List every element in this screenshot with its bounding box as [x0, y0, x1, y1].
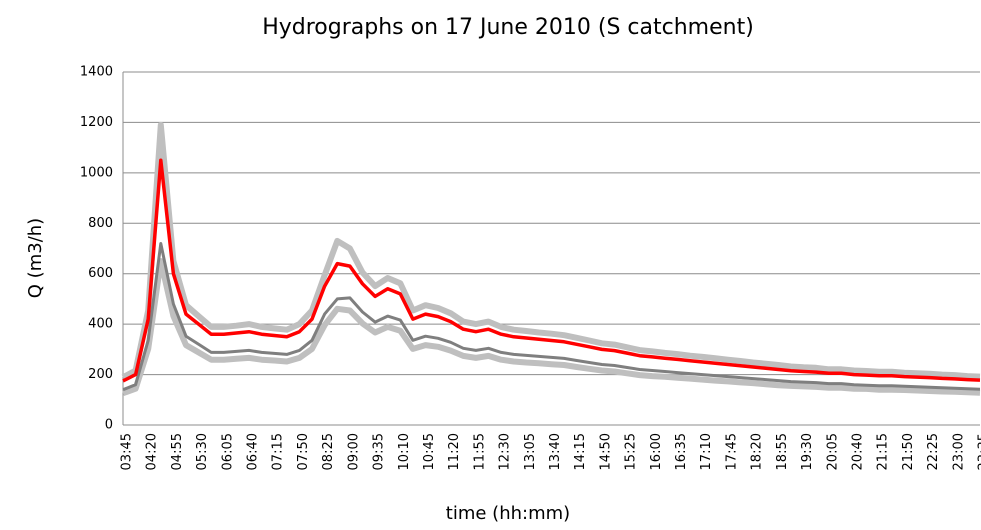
- y-axis-label: Q (m3/h): [25, 218, 46, 298]
- series-line: [122, 158, 981, 383]
- x-tick-label: 18:55: [775, 433, 790, 470]
- x-tick-label: 12:30: [498, 433, 513, 470]
- x-tick-label: 10:45: [422, 433, 437, 470]
- x-tick-label: 10:10: [397, 433, 412, 470]
- x-tick-label: 18:20: [750, 433, 765, 470]
- series-line: [121, 258, 981, 397]
- x-tick-label: 07:50: [296, 433, 311, 470]
- series-line: [121, 121, 981, 380]
- y-tick-label: 400: [88, 317, 113, 332]
- x-tick-label: 08:25: [321, 433, 336, 470]
- x-tick-label: 22:25: [926, 433, 941, 470]
- x-tick-label: 23:00: [951, 433, 966, 470]
- y-tick-label: 200: [88, 367, 113, 382]
- x-tick-label: 11:20: [447, 433, 462, 470]
- series-line: [122, 242, 981, 392]
- x-tick-label: 05:30: [195, 433, 210, 470]
- x-tick-label: 21:15: [876, 433, 891, 470]
- x-tick-label: 14:50: [598, 433, 613, 470]
- x-tick-label: 16:35: [674, 433, 689, 470]
- y-tick-label: 800: [88, 216, 113, 231]
- x-tick-label: 13:40: [548, 433, 563, 470]
- y-tick-label: 1200: [80, 115, 113, 130]
- x-tick-label: 21:50: [901, 433, 916, 470]
- x-tick-label: 03:45: [120, 433, 135, 470]
- x-tick-label: 04:55: [170, 433, 185, 470]
- x-tick-label: 17:10: [699, 433, 714, 470]
- x-tick-label: 20:40: [850, 433, 865, 470]
- y-tick-label: 1400: [80, 65, 113, 80]
- y-tick-label: 1000: [80, 165, 113, 180]
- chart-title: Hydrographs on 17 June 2010 (S catchment…: [262, 15, 754, 40]
- x-tick-label: 04:20: [145, 433, 160, 470]
- x-tick-label: 13:05: [523, 433, 538, 470]
- x-tick-label: 06:40: [246, 433, 261, 470]
- y-tick-label: 0: [105, 418, 113, 433]
- x-tick-label: 15:25: [624, 433, 639, 470]
- x-tick-label: 14:15: [573, 433, 588, 470]
- x-tick-label: 09:35: [372, 433, 387, 470]
- x-tick-label: 09:00: [346, 433, 361, 470]
- x-tick-label: 19:30: [800, 433, 815, 470]
- x-tick-label: 17:45: [724, 433, 739, 470]
- y-tick-label: 600: [88, 266, 113, 281]
- x-tick-label: 20:05: [825, 433, 840, 470]
- x-tick-label: 23:35: [977, 433, 981, 470]
- x-tick-label: 06:05: [220, 433, 235, 470]
- x-tick-label: 07:15: [271, 433, 286, 470]
- x-tick-label: 11:55: [472, 433, 487, 470]
- x-tick-label: 16:00: [649, 433, 664, 470]
- x-axis-label: time (hh:mm): [446, 503, 570, 524]
